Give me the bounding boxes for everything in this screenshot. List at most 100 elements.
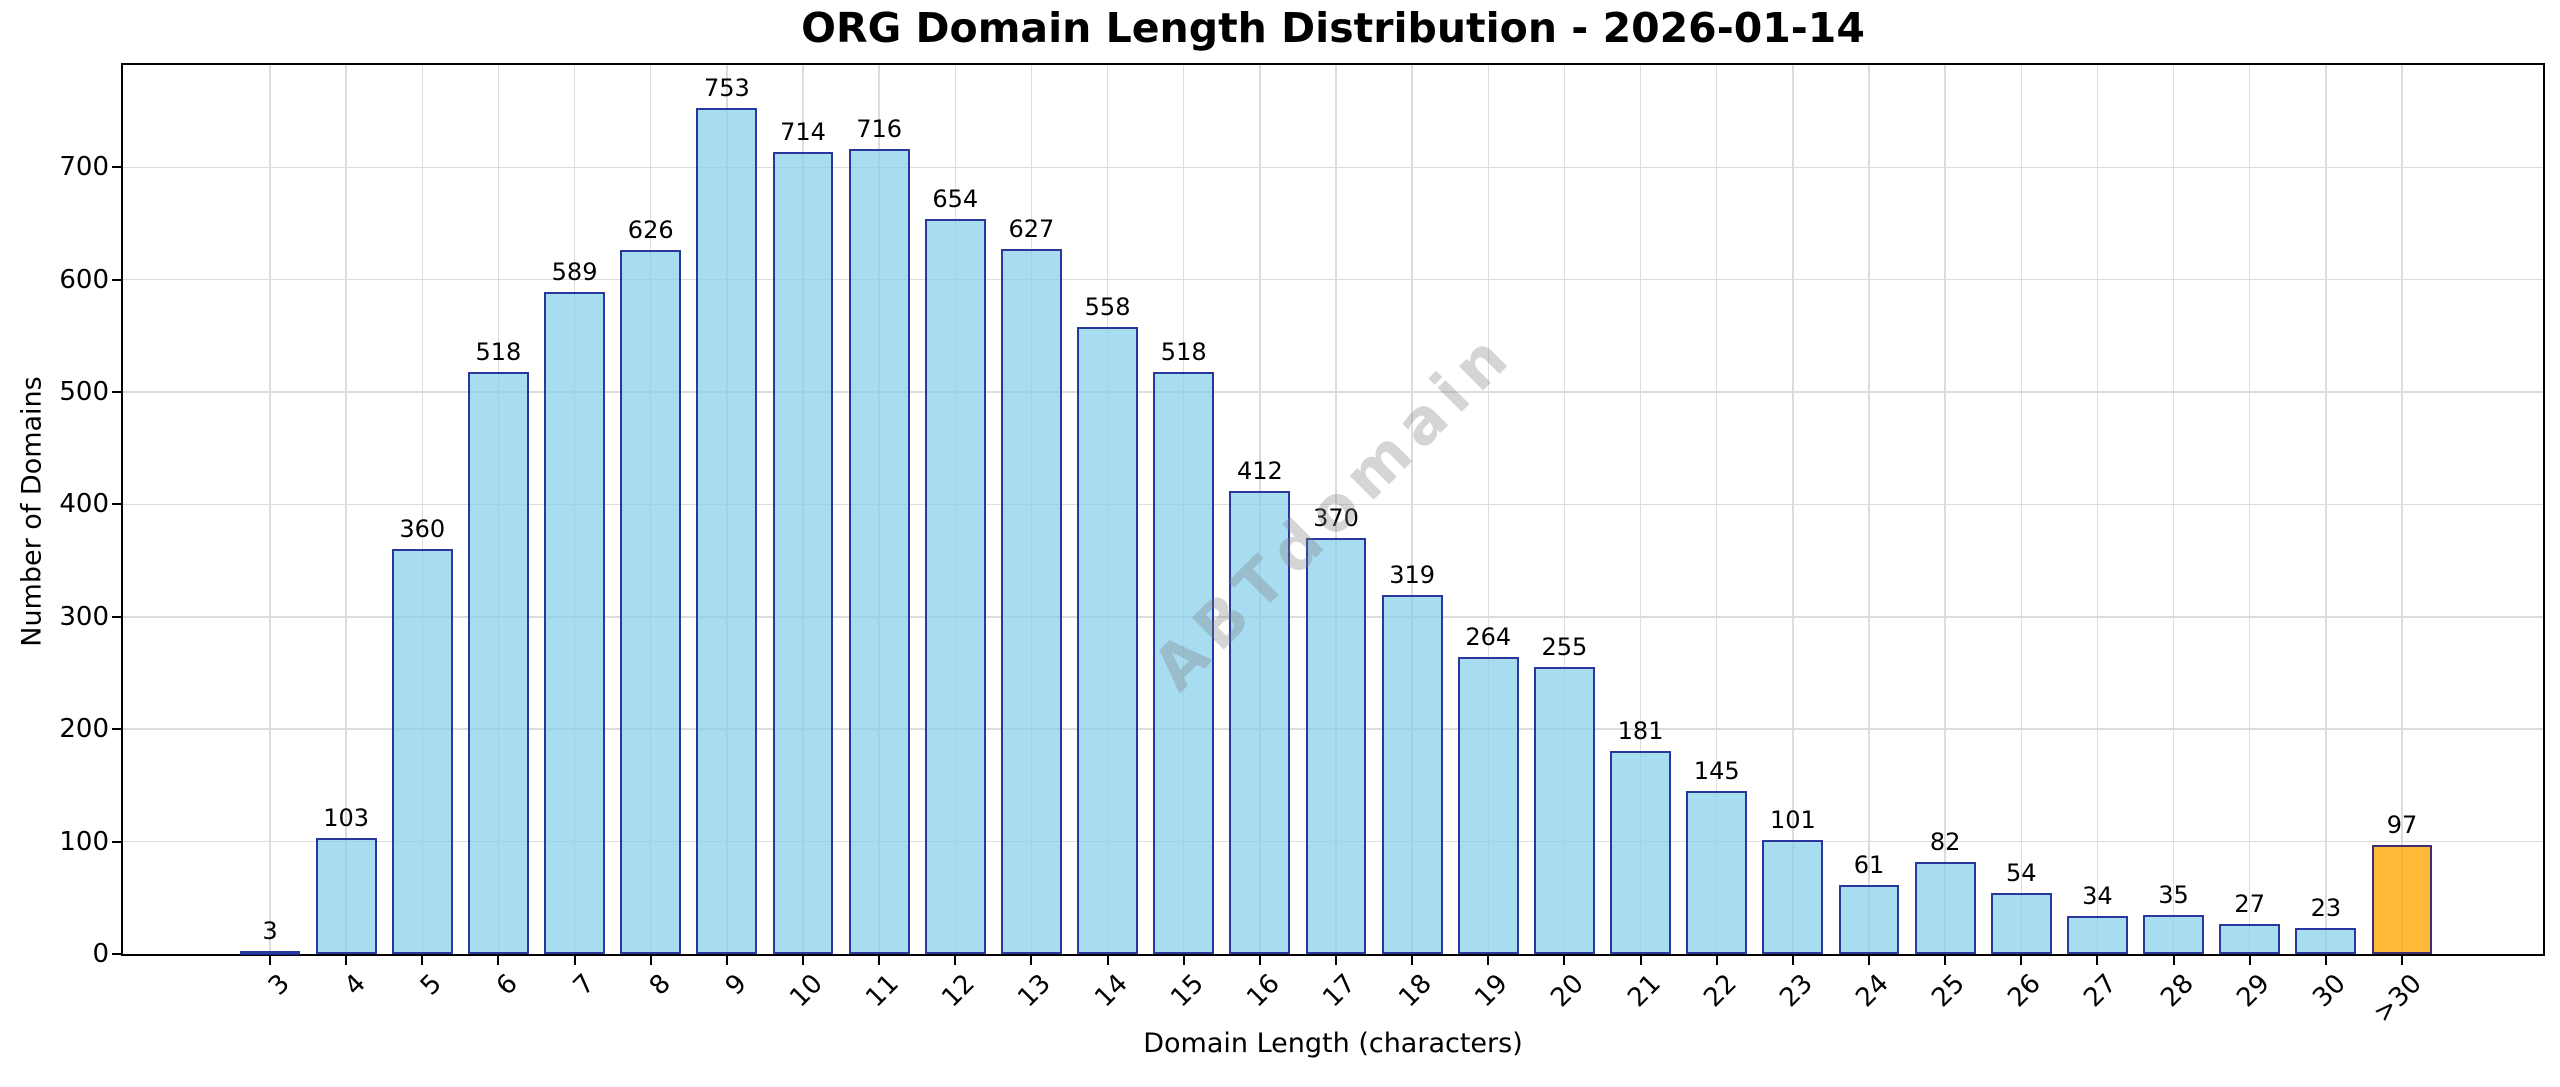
x-tick-mark [1106, 956, 1109, 965]
x-tick-mark [345, 956, 348, 965]
x-tick-mark [1335, 956, 1337, 965]
bar-12 [924, 218, 986, 954]
gridline-vertical [2401, 65, 2403, 954]
y-tick-label: 500 [59, 377, 109, 408]
bar-value-label: 370 [1313, 504, 1359, 533]
x-tick-mark [2172, 956, 2175, 965]
x-tick-mark [1411, 956, 1414, 965]
y-tick-label: 600 [59, 264, 109, 295]
gridline-vertical [1335, 65, 1337, 954]
gridline-vertical [1715, 65, 1718, 954]
bar-23 [1762, 840, 1824, 954]
x-tick-mark [269, 956, 271, 965]
y-tick-mark [112, 728, 121, 731]
bar-value-label: 264 [1465, 623, 1512, 652]
y-tick-label: 0 [92, 939, 109, 969]
x-tick-mark [1944, 956, 1947, 965]
x-tick-mark [2020, 956, 2023, 965]
gridline-vertical [1487, 65, 1490, 954]
bar-value-label: 101 [1769, 806, 1816, 835]
y-tick-mark [112, 840, 121, 843]
bar-value-label: 145 [1693, 757, 1740, 786]
gridline-horizontal [123, 166, 2543, 169]
y-tick-mark [112, 278, 121, 281]
bar-15 [1153, 371, 1215, 954]
bar-30 [2295, 928, 2357, 954]
bar-19 [1457, 657, 1519, 954]
gridline-vertical [2096, 65, 2099, 954]
x-tick-mark [1182, 956, 1185, 965]
bar-value-label: 654 [932, 184, 979, 213]
gridline-vertical [2020, 65, 2023, 954]
bar-value-label: 61 [1853, 851, 1885, 880]
bar-4 [315, 838, 377, 954]
gridline-vertical [1411, 65, 1413, 954]
bar-6 [467, 371, 529, 954]
gridline-horizontal [123, 391, 2543, 393]
gridline-vertical [421, 65, 424, 954]
bar-10 [772, 151, 834, 954]
gridline-horizontal [123, 503, 2543, 506]
x-tick-mark [1868, 956, 1870, 965]
gridline-vertical [1639, 65, 1642, 954]
y-tick-mark [112, 615, 121, 618]
gridline-vertical [1563, 65, 1566, 954]
bar-7 [544, 292, 606, 954]
x-axis-label: Domain Length (characters) [1143, 1028, 1523, 1059]
x-tick-mark [1487, 956, 1490, 965]
gridline-vertical [1792, 65, 1794, 954]
y-tick-label: 300 [59, 601, 109, 632]
bar-24 [1838, 885, 1900, 954]
bar-value-label: 714 [780, 117, 826, 146]
gridline-vertical [1868, 65, 1870, 954]
bar-value-label: 34 [2082, 881, 2113, 910]
gridline-horizontal [123, 278, 2543, 281]
bar-9 [696, 107, 758, 954]
x-tick-mark [2401, 956, 2403, 965]
bar-value-label: 626 [627, 216, 674, 245]
y-tick-label: 200 [59, 714, 109, 745]
x-tick-mark [1030, 956, 1033, 965]
x-tick-mark [725, 956, 728, 965]
bar-17 [1305, 538, 1367, 954]
bar-value-label: 518 [1160, 337, 1207, 366]
x-tick-mark [497, 956, 500, 965]
y-tick-label: 100 [59, 826, 109, 857]
bar-14 [1077, 326, 1139, 954]
bar-value-label: 82 [1929, 827, 1961, 856]
x-tick-mark [1639, 956, 1642, 965]
bar-8 [620, 250, 682, 954]
bar-value-label: 360 [399, 515, 446, 544]
gridline-vertical [2325, 65, 2327, 954]
x-tick-mark [2248, 956, 2251, 965]
bar-29 [2219, 923, 2281, 954]
x-tick-mark [1563, 956, 1566, 965]
bar-value-label: 589 [551, 258, 598, 287]
y-tick-label: 400 [59, 489, 109, 520]
x-tick-mark [2324, 956, 2327, 965]
bar-20 [1533, 667, 1595, 954]
y-tick-mark [112, 503, 121, 506]
bar-value-label: 627 [1008, 215, 1055, 244]
x-tick-mark [954, 956, 957, 965]
x-tick-mark [1258, 956, 1261, 965]
x-tick-mark [421, 956, 424, 965]
y-tick-label: 700 [59, 152, 109, 183]
x-tick-mark [2096, 956, 2099, 965]
bar-25 [1914, 861, 1976, 954]
gridline-vertical [345, 65, 347, 954]
gridline-vertical [269, 65, 271, 954]
bar-28 [2143, 914, 2205, 954]
x-tick-mark [573, 956, 576, 965]
y-tick-mark [112, 953, 121, 955]
bar-value-label: 319 [1389, 561, 1436, 590]
y-tick-mark [112, 166, 121, 169]
bar-22 [1686, 791, 1748, 954]
bar-13 [1000, 249, 1062, 954]
plot-area: ABTdomain 3 103 360 518 589 626 753 714 716 654 62… [121, 63, 2545, 956]
x-tick-mark [802, 956, 804, 965]
x-tick-mark [1791, 956, 1794, 965]
bar-27 [2066, 915, 2128, 954]
bar-21 [1610, 750, 1672, 954]
